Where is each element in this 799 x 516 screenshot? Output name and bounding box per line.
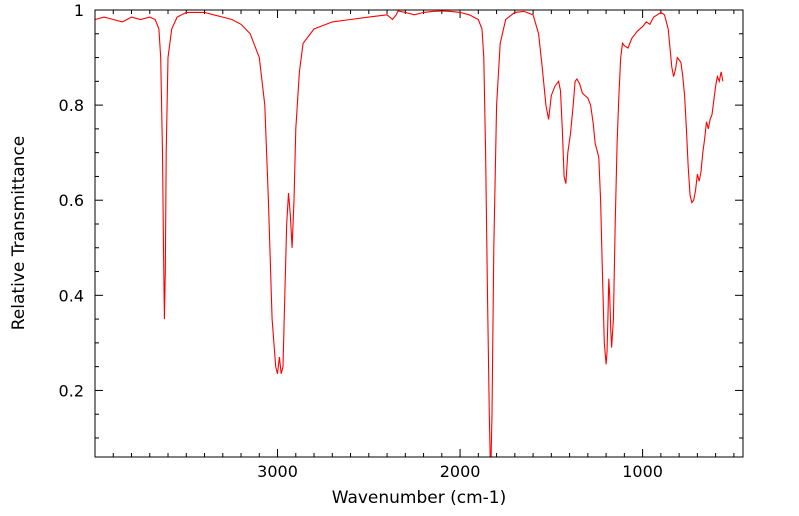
y-axis-title: Relative Transmittance: [9, 136, 29, 331]
x-tick-label: 3000: [257, 462, 298, 481]
plot-frame: [94, 9, 744, 458]
x-tick-label: 2000: [440, 462, 481, 481]
series-line: [94, 10, 724, 458]
y-tick-label: 0.6: [59, 191, 84, 210]
y-tick-label: 0.2: [59, 381, 84, 400]
y-tick-label: 0.4: [59, 286, 84, 305]
y-tick-label: 0.8: [59, 96, 84, 115]
x-axis-title: Wavenumber (cm-1): [332, 488, 507, 508]
axis-ticks: [94, 9, 743, 457]
y-tick-label: 1: [74, 1, 84, 20]
tick-labels: 3000 2000 1000 0.2 0.4 0.6 0.8 1: [59, 1, 663, 481]
plot-area: [94, 10, 724, 458]
x-tick-label: 1000: [622, 462, 663, 481]
